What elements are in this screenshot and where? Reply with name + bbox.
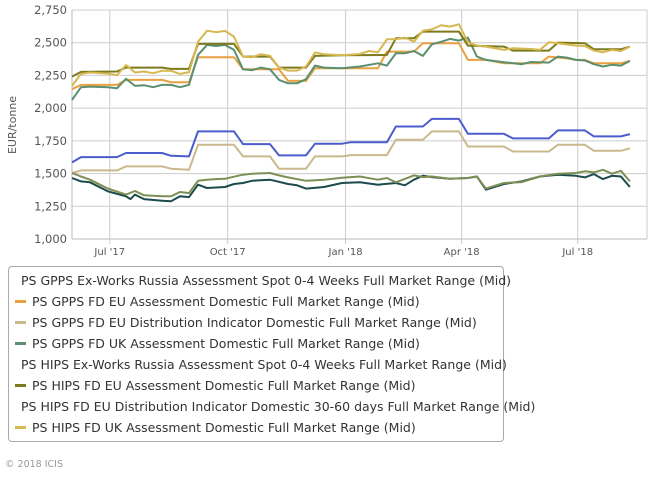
legend-label: PS HIPS FD UK Assessment Domestic Full M…: [32, 420, 416, 435]
legend: PS GPPS Ex-Works Russia Assessment Spot …: [8, 266, 535, 442]
legend-label: PS HIPS FD EU Distribution Indicator Dom…: [21, 399, 536, 414]
series-line-1: [71, 173, 631, 203]
copyright: © 2018 ICIS: [5, 459, 63, 470]
legend-item[interactable]: PS HIPS FD UK Assessment Domestic Full M…: [9, 417, 503, 438]
series-line-3: [71, 130, 631, 174]
y-tick-label: 2,000: [34, 101, 67, 115]
legend-item[interactable]: PS GPPS Ex-Works Russia Assessment Spot …: [9, 270, 511, 291]
x-tick-label: Apr '18: [444, 247, 480, 258]
series-line-5: [71, 168, 631, 198]
legend-label: PS GPPS FD EU Assessment Domestic Full M…: [32, 294, 420, 309]
legend-swatch-icon: [15, 300, 26, 303]
x-tick-label: Oct '17: [210, 247, 246, 258]
legend-label: PS GPPS FD UK Assessment Domestic Full M…: [32, 336, 420, 351]
y-tick-label: 2,750: [34, 3, 67, 17]
y-tick-label: 1,500: [34, 167, 67, 181]
legend-label: PS HIPS FD EU Assessment Domestic Full M…: [32, 378, 416, 393]
legend-swatch-icon: [15, 342, 26, 345]
legend-item[interactable]: PS HIPS FD EU Assessment Domestic Full M…: [9, 375, 503, 396]
y-tick-label: 2,500: [34, 36, 67, 50]
legend-swatch-icon: [15, 426, 26, 429]
legend-item[interactable]: PS HIPS Ex-Works Russia Assessment Spot …: [9, 354, 507, 375]
y-tick-label: 1,000: [34, 232, 67, 246]
legend-item[interactable]: PS GPPS FD UK Assessment Domestic Full M…: [9, 333, 503, 354]
series-line-8: [71, 23, 631, 87]
x-tick-label: Jan '18: [328, 247, 363, 258]
legend-label: PS GPPS FD EU Distribution Indicator Dom…: [32, 315, 477, 330]
legend-swatch-icon: [15, 384, 26, 387]
legend-item[interactable]: PS GPPS FD EU Assessment Domestic Full M…: [9, 291, 503, 312]
legend-item[interactable]: PS GPPS FD EU Distribution Indicator Dom…: [9, 312, 503, 333]
x-tick-label: Jul '18: [561, 247, 593, 258]
y-tick-label: 1,250: [34, 199, 67, 213]
y-axis-title: EUR/tonne: [6, 96, 19, 154]
x-tick-label: Jul '17: [93, 247, 125, 258]
y-tick-label: 1,750: [34, 134, 67, 148]
legend-swatch-icon: [15, 321, 26, 324]
series-line-4: [71, 36, 631, 101]
line-chart: 1,000 1,250 1,500 1,750 2,000 2,250 2,500 2,750…: [6, 3, 648, 258]
y-tick-label: 2,250: [34, 68, 67, 82]
series-lines: [71, 23, 631, 203]
series-line-7: [71, 117, 631, 164]
legend-item[interactable]: PS HIPS FD EU Distribution Indicator Dom…: [9, 396, 535, 417]
x-axis: Jul '17 Oct '17 Jan '18 Apr '18 Jul '18: [93, 247, 593, 258]
legend-label: PS HIPS Ex-Works Russia Assessment Spot …: [21, 357, 507, 372]
grid: [71, 9, 648, 244]
y-axis: 1,000 1,250 1,500 1,750 2,000 2,250 2,500 2,750: [34, 3, 67, 246]
legend-label: PS GPPS Ex-Works Russia Assessment Spot …: [21, 273, 512, 288]
